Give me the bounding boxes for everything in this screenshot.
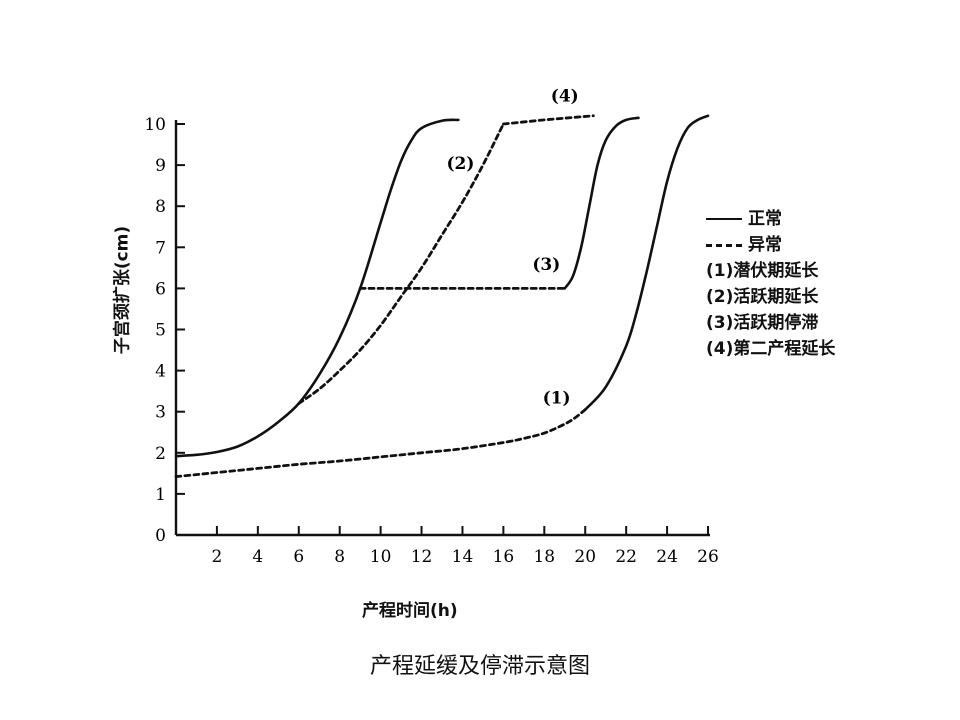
curve-annotation: (2): [446, 154, 474, 174]
x-tick-label: 8: [334, 547, 345, 567]
series-line-3-abnormal: [501, 114, 595, 126]
x-tick-label: 24: [656, 547, 678, 567]
y-tick-label: 10: [144, 115, 166, 135]
x-tick-label: 4: [252, 547, 263, 567]
series-line-1-normal: [174, 118, 460, 458]
legend-label: 正常: [748, 209, 782, 229]
y-axis-label-text: 子宫颈扩张(cm): [112, 225, 133, 355]
legend-item-4: (4)第二产程延长: [706, 336, 835, 362]
legend-dashed-swatch: [706, 243, 742, 247]
legend-label: (1)潜伏期延长: [706, 261, 819, 281]
y-tick-label: 3: [155, 403, 166, 423]
x-tick-label: 16: [493, 547, 515, 567]
curve-annotation: (1): [543, 388, 571, 408]
x-tick-label: 2: [212, 547, 223, 567]
x-tick-label: 18: [533, 547, 555, 567]
curve-annotation: (3): [532, 255, 560, 275]
y-tick-label: 4: [155, 362, 166, 382]
y-tick-label: 9: [155, 156, 166, 176]
legend-item-1: (1)潜伏期延长: [706, 258, 835, 284]
legend-item-2: (2)活跃期延长: [706, 284, 835, 310]
series-line-6-abnormal: [174, 408, 587, 479]
legend-label: 异常: [748, 235, 782, 255]
legend-item-normal: 正常: [706, 206, 835, 232]
curve-annotation: (4): [551, 86, 579, 106]
y-tick-label: 5: [155, 321, 166, 341]
legend: 正常 异常 (1)潜伏期延长 (2)活跃期延长 (3)活跃期停滞 (4)第二产程…: [706, 206, 835, 362]
x-tick-label: 10: [370, 547, 392, 567]
x-tick-label: 20: [574, 547, 596, 567]
y-tick-label: 0: [155, 526, 166, 546]
x-tick-label: 26: [697, 547, 719, 567]
x-tick-label: 22: [615, 547, 637, 567]
figure-caption: 产程延缓及停滞示意图: [369, 654, 590, 679]
legend-item-abnormal: 异常: [706, 232, 835, 258]
series-line-2-abnormal: [297, 122, 505, 405]
y-tick-label: 8: [155, 197, 166, 217]
legend-label: (2)活跃期延长: [706, 287, 819, 307]
y-tick-label: 6: [155, 279, 166, 299]
x-tick-label: 6: [293, 547, 304, 567]
legend-label: (4)第二产程延长: [706, 339, 836, 359]
x-tick-label: 14: [452, 547, 474, 567]
legend-solid-swatch: [706, 218, 742, 220]
y-tick-label: 2: [155, 444, 166, 464]
legend-label: (3)活跃期停滞: [706, 313, 819, 333]
y-tick-label: 1: [155, 485, 166, 505]
series-line-7-normal: [583, 114, 710, 411]
series-line-5-normal: [563, 116, 640, 290]
x-tick-label: 12: [411, 547, 433, 567]
y-tick-label: 7: [155, 238, 166, 258]
legend-item-3: (3)活跃期停滞: [706, 310, 835, 336]
x-axis-label: 产程时间(h): [362, 601, 458, 621]
